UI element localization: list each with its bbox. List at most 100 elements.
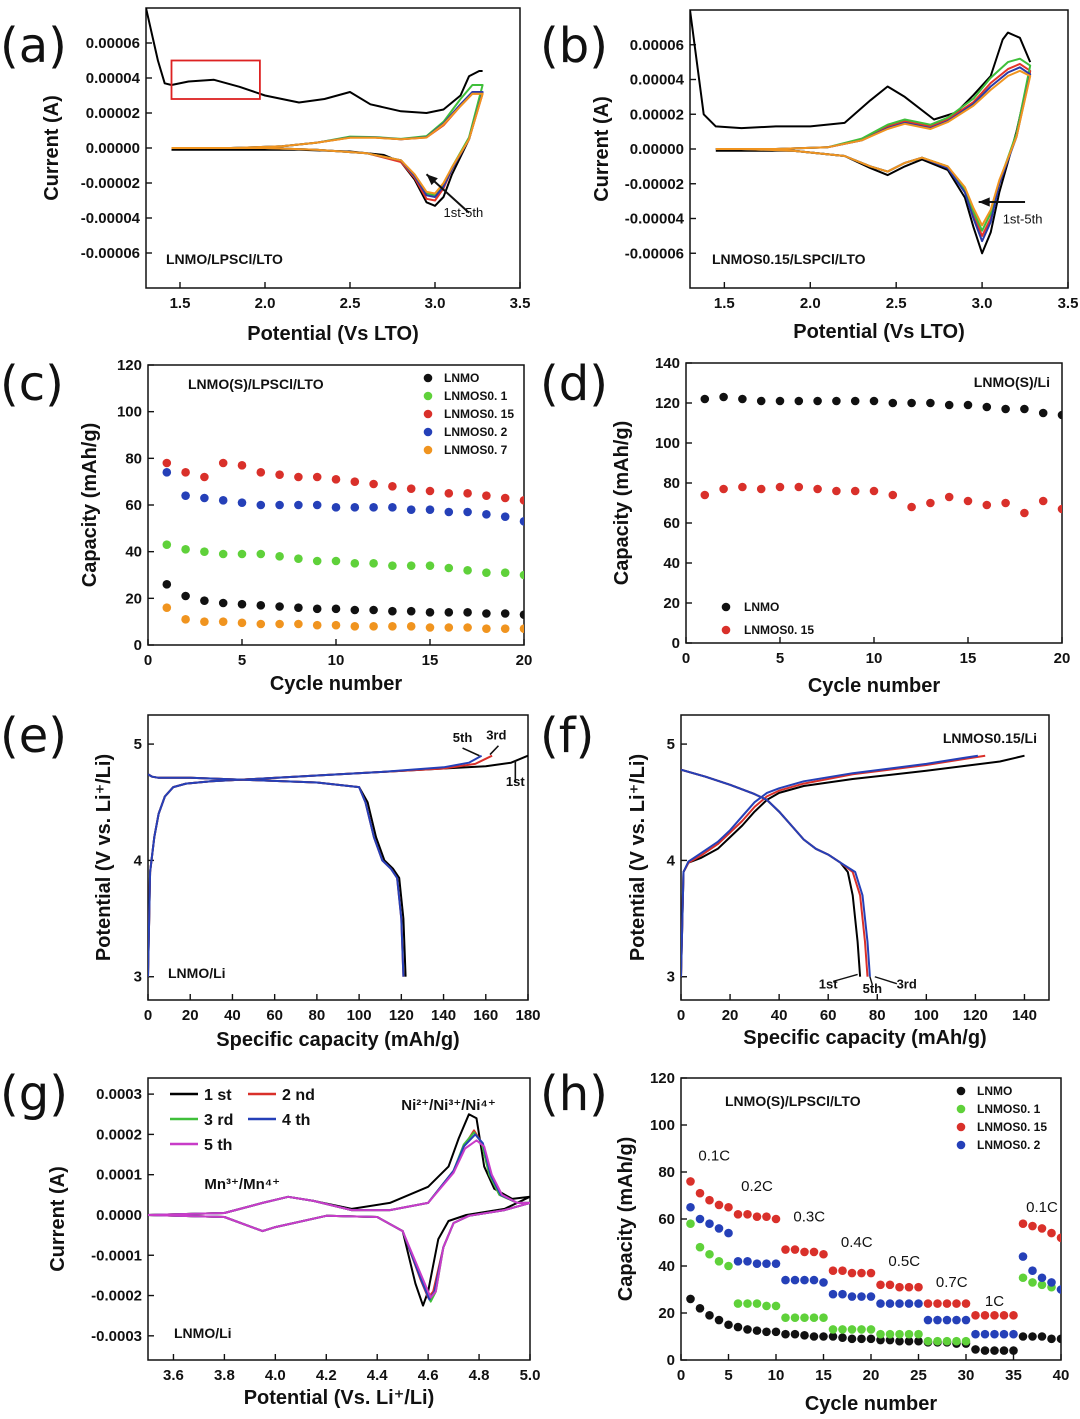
legend-label: 5 th <box>204 1137 232 1154</box>
data-point <box>1047 1334 1056 1344</box>
y-tick-label: 0.0000 <box>96 1207 142 1224</box>
legend-label: LNMOS0. 1 <box>977 1102 1041 1116</box>
data-point <box>425 561 435 570</box>
data-point <box>237 498 247 507</box>
data-point <box>388 503 397 512</box>
data-point <box>809 1247 819 1257</box>
data-point <box>350 622 360 631</box>
data-point <box>752 1326 762 1335</box>
data-point <box>942 1336 952 1346</box>
data-point <box>771 1327 781 1337</box>
y-tick-label: 0.00000 <box>86 140 140 157</box>
legend-label: 3 rd <box>204 1112 233 1129</box>
y-tick-label: 0 <box>672 635 680 652</box>
rate-label: 0.1C <box>698 1147 730 1164</box>
data-point <box>980 1329 990 1339</box>
data-point <box>519 610 524 619</box>
x-tick-label: 1.5 <box>170 295 191 312</box>
data-point <box>312 620 322 630</box>
data-point <box>1056 1233 1061 1243</box>
data-point <box>312 472 322 482</box>
data-point <box>237 618 247 628</box>
data-point <box>775 396 785 406</box>
data-point <box>819 1313 828 1322</box>
data-point <box>724 1261 733 1271</box>
data-point <box>838 1266 847 1275</box>
data-point <box>1037 1273 1047 1283</box>
data-point <box>1018 1273 1028 1283</box>
x-tick-label: 0 <box>144 1007 152 1024</box>
data-point <box>933 1299 942 1308</box>
annotation-label: Mn³⁺/Mn⁴⁺ <box>204 1176 280 1193</box>
data-point <box>294 619 303 629</box>
annotation-arrow <box>869 976 874 986</box>
x-tick-label: 1.5 <box>714 295 735 312</box>
data-point <box>425 505 435 514</box>
data-point <box>700 490 710 500</box>
data-point <box>819 1332 828 1341</box>
data-point <box>790 1245 800 1254</box>
data-point <box>369 503 378 512</box>
data-point <box>876 1299 885 1308</box>
data-point <box>350 605 360 615</box>
data-point <box>500 493 510 503</box>
data-point <box>832 396 841 406</box>
legend-marker <box>423 445 433 455</box>
y-tick-label: 0.0001 <box>96 1167 142 1184</box>
x-tick-label: 2.5 <box>886 295 907 312</box>
data-point <box>733 1257 743 1266</box>
x-tick-label: 40 <box>224 1007 241 1024</box>
x-tick-label: 35 <box>1005 1367 1022 1384</box>
data-point <box>923 1299 933 1308</box>
series-line-5th <box>171 92 484 195</box>
x-tick-label: 100 <box>914 1007 939 1024</box>
legend-label: LNMOS0. 1 <box>444 389 508 403</box>
data-point <box>809 1313 819 1322</box>
y-tick-label: 4 <box>667 852 676 869</box>
annotation-label: 1st-5th <box>444 205 484 220</box>
data-point <box>961 1315 971 1325</box>
annotation-arrow-head <box>426 174 438 186</box>
x-tick-label: 140 <box>1012 1007 1037 1024</box>
rate-label: 0.7C <box>936 1274 968 1291</box>
data-point <box>1047 1228 1056 1238</box>
y-tick-label: 0.00002 <box>86 105 140 122</box>
data-point <box>388 482 397 491</box>
series-line-3rd-charge <box>681 754 986 977</box>
data-point <box>256 619 266 629</box>
data-point <box>738 394 747 404</box>
inner-label: LNMOS0.15/LSPCl/LTO <box>712 251 866 267</box>
data-point <box>781 1313 790 1322</box>
rate-label: 1C <box>985 1293 1004 1310</box>
data-point <box>275 602 284 611</box>
data-point <box>724 1320 733 1330</box>
data-point <box>838 1289 847 1299</box>
data-point <box>1037 1224 1047 1233</box>
data-point <box>1018 1219 1028 1228</box>
data-point <box>686 1219 695 1228</box>
x-tick-label: 15 <box>422 652 439 669</box>
x-tick-label: 20 <box>1054 650 1071 667</box>
y-tick-label: 0.00006 <box>86 35 140 52</box>
panel-c: (c) 0 5 10 15 20 0 20 40 60 80 100 120 Cycle number Ca… <box>0 356 532 695</box>
x-tick-label: 15 <box>815 1367 832 1384</box>
data-point <box>519 517 524 526</box>
data-point <box>1020 404 1029 414</box>
plot-area <box>690 10 1032 255</box>
data-point <box>369 622 378 631</box>
annotation-arrow <box>832 973 858 983</box>
data-point <box>999 1346 1009 1355</box>
legend-label: 4 th <box>282 1112 310 1129</box>
data-point <box>1028 1332 1037 1341</box>
plot-area <box>146 8 484 207</box>
data-point <box>809 1332 819 1341</box>
data-point <box>275 552 284 561</box>
data-point <box>200 493 209 503</box>
data-point <box>982 402 992 412</box>
data-point <box>181 545 190 554</box>
data-point <box>256 500 266 510</box>
data-point <box>705 1219 714 1228</box>
annotation-arrow <box>874 976 898 985</box>
legend-label: LNMOS0. 2 <box>444 425 508 439</box>
